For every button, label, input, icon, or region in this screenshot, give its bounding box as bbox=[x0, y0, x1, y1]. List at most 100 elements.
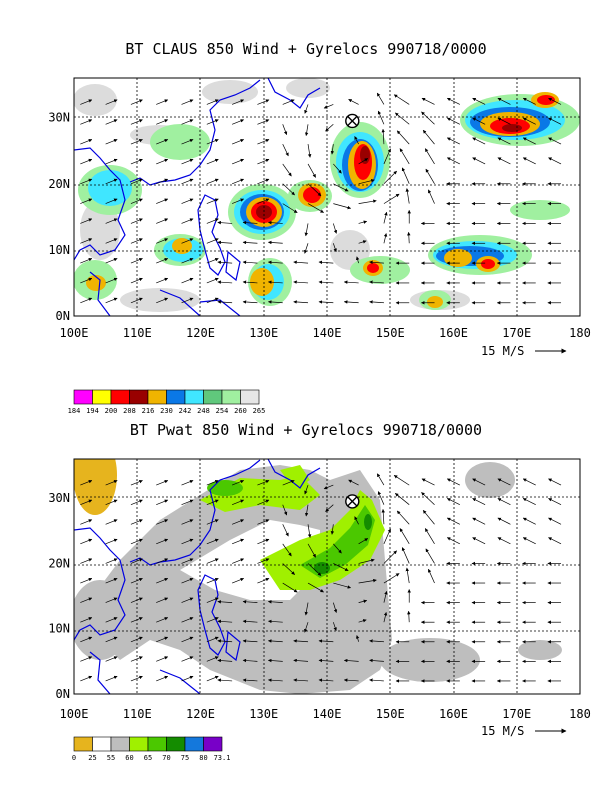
wind-vector bbox=[242, 600, 258, 604]
wind-vector bbox=[206, 480, 219, 486]
wind-vector bbox=[522, 97, 536, 105]
wind-vector bbox=[156, 656, 169, 662]
wind-vector bbox=[497, 157, 511, 165]
wind-vector bbox=[257, 178, 270, 185]
wind-vector bbox=[231, 119, 245, 125]
y-tick-label: 20N bbox=[48, 177, 70, 191]
wind-vector bbox=[522, 537, 536, 545]
wind-vector bbox=[318, 280, 334, 284]
x-tick-label: 170E bbox=[502, 707, 531, 721]
y-tick-label: 10N bbox=[48, 622, 70, 636]
pwat-wind-vectors bbox=[80, 473, 562, 683]
y-tick-label: 30N bbox=[48, 111, 70, 125]
wind-vector bbox=[548, 478, 562, 486]
wind-vector bbox=[130, 258, 143, 264]
wind-vector bbox=[383, 590, 388, 603]
wind-vector bbox=[399, 528, 410, 545]
colorbar-label: 25 bbox=[88, 754, 96, 762]
wind-vector bbox=[446, 157, 460, 165]
wind-vector bbox=[381, 508, 385, 525]
wind-vector bbox=[358, 179, 375, 185]
wind-vector bbox=[304, 602, 309, 616]
wind-vector bbox=[293, 260, 309, 265]
colorbar-swatch bbox=[147, 389, 167, 405]
wind-vector bbox=[383, 170, 397, 185]
wind-vector bbox=[130, 119, 143, 125]
pwat-vector-ref-label: 15 M/S bbox=[481, 724, 524, 738]
x-tick-label: 120E bbox=[186, 707, 215, 721]
pwat-field bbox=[74, 459, 562, 694]
wind-vector bbox=[206, 499, 219, 506]
wind-vector bbox=[497, 137, 511, 145]
wind-vector bbox=[369, 678, 384, 682]
wind-vector bbox=[358, 558, 375, 564]
wind-vector bbox=[343, 280, 359, 284]
wind-vector bbox=[446, 97, 460, 105]
claus-x-ticks: 100E 110E 120E 130E 140E 150E 160E 170E 180 bbox=[60, 326, 591, 340]
wind-vector bbox=[231, 499, 245, 506]
wind-vector bbox=[522, 517, 536, 525]
wind-vector bbox=[257, 499, 270, 506]
wind-vector bbox=[267, 619, 283, 624]
wind-vector bbox=[446, 498, 460, 506]
wind-vector bbox=[242, 619, 258, 624]
wind-vector bbox=[548, 137, 562, 145]
wind-vector bbox=[130, 577, 143, 584]
wind-vector bbox=[80, 238, 93, 244]
wind-vector bbox=[105, 158, 118, 165]
wind-vector bbox=[181, 617, 194, 623]
wind-vector bbox=[282, 99, 295, 105]
wind-vector bbox=[206, 597, 219, 603]
wind-vector bbox=[206, 277, 219, 284]
wind-vector bbox=[376, 473, 385, 486]
wind-vector bbox=[242, 639, 258, 643]
wind-vector bbox=[548, 498, 562, 506]
wind-vector bbox=[343, 300, 359, 304]
wind-vector bbox=[383, 550, 397, 564]
wind-vector bbox=[393, 94, 410, 105]
wind-vector bbox=[293, 658, 309, 663]
wind-vector bbox=[405, 188, 410, 204]
wind-vector bbox=[80, 258, 93, 264]
colorbar-swatch bbox=[92, 389, 112, 405]
claus-field bbox=[74, 78, 580, 316]
wind-vector bbox=[522, 117, 536, 125]
wind-vector bbox=[323, 484, 334, 490]
wind-vector bbox=[156, 139, 169, 145]
wind-vector bbox=[267, 300, 283, 304]
wind-vector bbox=[130, 297, 143, 304]
wind-vector bbox=[497, 117, 511, 125]
wind-vector bbox=[156, 675, 169, 682]
wind-vector bbox=[156, 238, 169, 244]
wind-vector bbox=[354, 516, 359, 525]
wind-vector bbox=[376, 92, 385, 105]
wind-vector bbox=[472, 517, 486, 525]
wind-vector bbox=[267, 240, 283, 245]
wind-vector bbox=[156, 198, 169, 204]
wind-vector bbox=[446, 478, 460, 486]
wind-vector bbox=[156, 499, 169, 506]
wind-vector bbox=[217, 639, 233, 643]
wind-vector bbox=[257, 198, 270, 204]
wind-vector bbox=[257, 99, 270, 105]
wind-vector bbox=[497, 498, 511, 506]
wind-vector bbox=[130, 636, 143, 643]
wind-vector bbox=[282, 504, 288, 516]
colorbar-label: 200 bbox=[105, 407, 118, 415]
colorbar-label: 208 bbox=[123, 407, 136, 415]
colorbar-label: 0 bbox=[72, 754, 76, 762]
wind-vector bbox=[130, 178, 143, 185]
x-tick-label: 130E bbox=[249, 326, 278, 340]
wind-vector bbox=[325, 504, 334, 512]
claus-colorbar: 184 194 200 208 216 230 242 248 254 260 265 bbox=[68, 389, 265, 415]
y-tick-label: 30N bbox=[48, 491, 70, 505]
wind-vector bbox=[332, 243, 337, 253]
wind-vector bbox=[130, 238, 143, 244]
colorbar-label: 248 bbox=[197, 407, 210, 415]
wind-vector bbox=[282, 124, 288, 136]
wind-vector bbox=[80, 119, 93, 125]
wind-vector bbox=[206, 519, 219, 525]
wind-vector bbox=[369, 280, 384, 284]
wind-vector bbox=[181, 480, 194, 486]
wind-vector bbox=[181, 139, 194, 145]
